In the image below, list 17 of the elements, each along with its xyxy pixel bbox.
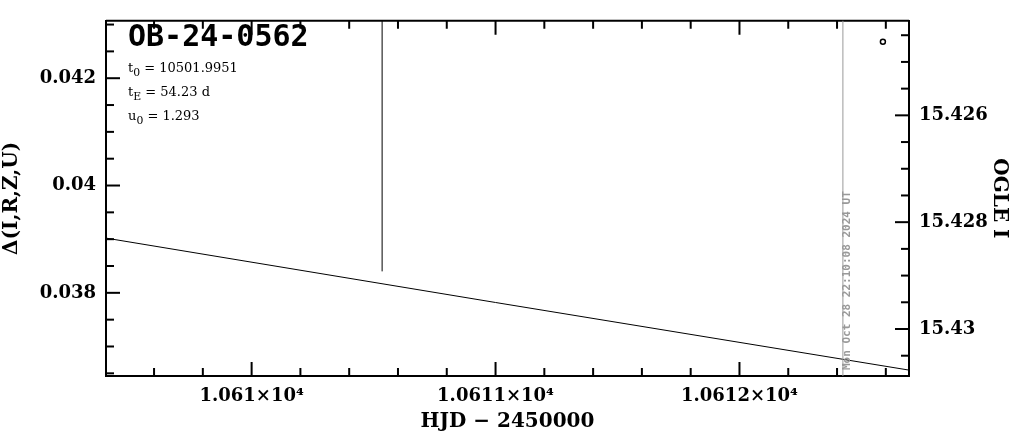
x-tick-label: 1.0611×10⁴ [437, 384, 555, 406]
y-tick-label: 0.038 [39, 280, 96, 302]
chart-title: OB-24-0562 [128, 18, 309, 53]
annotation: u$_{0}$ = 1.293 [128, 108, 200, 127]
x-axis-title: HJD − 2450000 [420, 408, 595, 433]
y-tick-label: 0.042 [39, 65, 96, 87]
y2-tick-label: 15.426 [919, 103, 988, 125]
y2-axis-title: OGLE I [988, 158, 1011, 239]
x-tick-label: 1.061×10⁴ [199, 384, 304, 406]
annotation: t$_{0}$ = 10501.9951 [128, 60, 238, 79]
x-tick-label: 1.0612×10⁴ [681, 384, 799, 406]
annotation: Mon Oct 28 22:10:08 2024 UT [840, 191, 853, 370]
y-tick-label: 0.04 [52, 173, 96, 195]
annotation: t$_{E}$ = 54.23 d [128, 84, 210, 103]
y2-tick-label: 15.43 [919, 316, 976, 338]
y-axis-title: Δ(I,R,Z,U) [0, 141, 23, 255]
y2-tick-label: 15.428 [919, 209, 988, 231]
